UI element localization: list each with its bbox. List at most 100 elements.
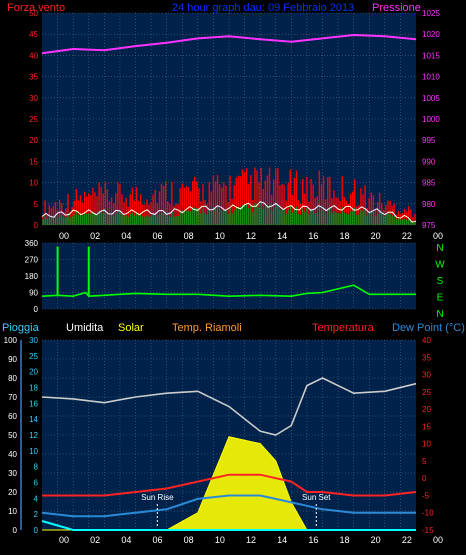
temperature-tick-label: 15 xyxy=(422,422,431,431)
legend-temp-indoor: Temp. Riamoli xyxy=(172,322,242,334)
wind-tick-label: 10 xyxy=(29,179,38,188)
humidity-tick-label: 70 xyxy=(8,393,17,402)
hour-label-bottom: 06 xyxy=(152,535,162,545)
hour-label-bottom: 08 xyxy=(184,535,194,545)
hour-label-top: 16 xyxy=(308,231,318,241)
temperature-tick-label: 10 xyxy=(422,440,431,449)
hour-label-top: 20 xyxy=(371,231,381,241)
humidity-line xyxy=(41,377,417,436)
pressure-tick-label: 995 xyxy=(422,136,436,145)
wind-tick-label: 50 xyxy=(29,9,38,18)
humidity-tick-label: 80 xyxy=(8,374,17,383)
wind-tick-label: 20 xyxy=(29,136,38,145)
humidity-tick-label: 60 xyxy=(8,412,17,421)
compass-label: S xyxy=(437,276,444,287)
temperature-tick-label: 35 xyxy=(422,353,431,362)
direction-tick-label: 180 xyxy=(25,272,39,281)
wind-tick-label: 30 xyxy=(29,94,38,103)
hours-bar-top xyxy=(0,228,466,241)
hour-label-top: 00 xyxy=(59,231,69,241)
pressure-tick-label: 975 xyxy=(422,221,436,230)
direction-line xyxy=(41,284,416,298)
compass-label: W xyxy=(435,260,445,271)
humidity-tick-label: 20 xyxy=(8,488,17,497)
hour-label-top: 02 xyxy=(90,231,100,241)
humidity-tick-label: 40 xyxy=(8,450,17,459)
pressure-tick-label: 985 xyxy=(422,179,436,188)
pressure-tick-label: 990 xyxy=(422,157,436,166)
sun-rise-label: Sun Rise xyxy=(141,493,174,502)
temperature-tick-label: -5 xyxy=(422,491,430,500)
legend-solar: Solar xyxy=(118,322,144,334)
temperature-tick-label: 5 xyxy=(422,457,427,466)
wind-tick-label: 15 xyxy=(29,157,38,166)
humidity-tick-label: 50 xyxy=(8,431,17,440)
pressure-line xyxy=(41,33,417,55)
wind-tick-label: 35 xyxy=(29,73,38,82)
temperature-tick-label: 20 xyxy=(422,405,431,414)
temperature-tick-label: 25 xyxy=(422,388,431,397)
hour-label-top: 10 xyxy=(215,231,225,241)
hour-label-top: 08 xyxy=(184,231,194,241)
hour-label-bottom: 14 xyxy=(277,535,287,545)
pressure-tick-label: 1005 xyxy=(422,94,440,103)
temperature-tick-label: 30 xyxy=(422,371,431,380)
wind-tick-label: 45 xyxy=(29,30,38,39)
rain-tick-label: 18 xyxy=(29,384,38,393)
humidity-tick-label: 10 xyxy=(8,507,17,516)
hour-label-bottom: 18 xyxy=(339,535,349,545)
wind-tick-label: 25 xyxy=(29,115,38,124)
rain-tick-label: 20 xyxy=(29,368,38,377)
direction-tick-label: 360 xyxy=(25,239,39,248)
wind-tick-label: 40 xyxy=(29,51,38,60)
direction-tick-label: 270 xyxy=(25,256,39,265)
rain-tick-label: 10 xyxy=(29,447,38,456)
dew-point-line xyxy=(41,494,416,518)
hour-label-bottom: 10 xyxy=(215,535,225,545)
rain-tick-label: 25 xyxy=(29,352,38,361)
temperature-tick-label: 40 xyxy=(422,336,431,345)
legend-rain: Pioggia xyxy=(2,322,40,334)
hour-label-top: 14 xyxy=(277,231,287,241)
temperature-tick-label: -10 xyxy=(422,509,434,518)
pressure-tick-label: 1025 xyxy=(422,9,440,18)
hour-label-top: 18 xyxy=(339,231,349,241)
temperature-line xyxy=(42,473,417,497)
hour-label-top: 22 xyxy=(402,231,412,241)
hour-label-bottom: 04 xyxy=(121,535,131,545)
rain-tick-label: 12 xyxy=(29,431,38,440)
hour-label-top: 04 xyxy=(121,231,131,241)
rain-tick-label: 2 xyxy=(34,510,39,519)
pressure-tick-label: 1020 xyxy=(422,30,440,39)
rain-tick-label: 4 xyxy=(34,494,39,503)
pressure-tick-label: 980 xyxy=(422,200,436,209)
wind-tick-label: 0 xyxy=(34,221,39,230)
compass-label: N xyxy=(436,243,443,254)
humidity-tick-label: 100 xyxy=(4,336,18,345)
wind-average-line xyxy=(41,201,417,223)
rain-tick-label: 16 xyxy=(29,399,38,408)
temperature-tick-label: -15 xyxy=(422,526,434,535)
header-right-label: Pressione xyxy=(372,2,421,14)
rain-tick-label: 8 xyxy=(34,463,39,472)
direction-tick-label: 0 xyxy=(34,305,39,314)
legend-humidity: Umidita xyxy=(66,322,104,334)
hour-label-bottom: 16 xyxy=(308,535,318,545)
humidity-tick-label: 30 xyxy=(8,469,17,478)
rain-tick-label: 14 xyxy=(29,415,38,424)
hour-label-top: 12 xyxy=(246,231,256,241)
rain-tick-label: 6 xyxy=(34,479,39,488)
pressure-tick-label: 1015 xyxy=(422,51,440,60)
hour-label-bottom: 02 xyxy=(90,535,100,545)
humidity-tick-label: 90 xyxy=(8,355,17,364)
wind-tick-label: 5 xyxy=(34,200,39,209)
header-left-label: Forza vento xyxy=(7,2,65,14)
humidity-tick-label: 0 xyxy=(13,526,18,535)
hour-label-bottom: 00 xyxy=(433,535,443,545)
hours-bar-bottom xyxy=(0,532,466,545)
rain-tick-label: 30 xyxy=(29,336,38,345)
rain-tick-label: 0 xyxy=(34,526,39,535)
header-title: 24 hour graph dau: 09 Febbraio 2013 xyxy=(172,2,354,14)
compass-label: E xyxy=(437,293,444,304)
